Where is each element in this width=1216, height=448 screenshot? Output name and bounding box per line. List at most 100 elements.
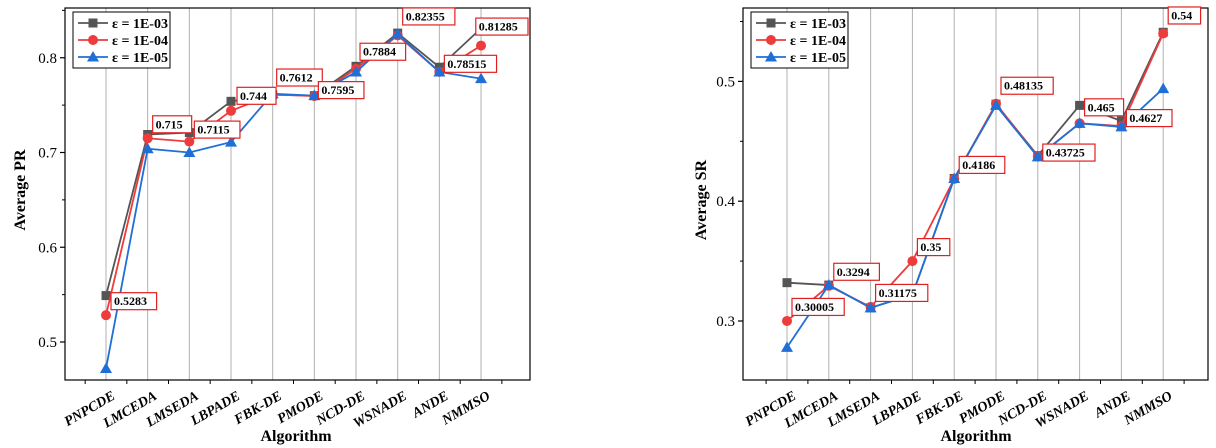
value-annotation: 0.54 [1171,8,1192,22]
value-annotation-box [359,42,407,61]
y-tick-label: 0.6 [38,240,57,256]
legend-marker [766,18,776,28]
legend-marker [88,35,98,45]
series-2-point [1158,28,1169,39]
value-annotation-box [475,17,529,36]
value-annotation: 0.48135 [1004,79,1043,93]
value-annotation-box [193,120,241,139]
value-annotation-box [276,68,323,87]
value-annotation: 0.7612 [280,71,313,85]
value-annotation-box [402,7,456,26]
value-annotation-box [110,292,158,311]
value-annotation: 0.31175 [879,286,917,300]
value-annotation-box [874,283,929,303]
legend: ε = 1E-03 ε = 1E-04 ε = 1E-05 [72,11,171,69]
y-tick-label: 0.5 [716,74,735,90]
value-annotation-box [317,81,365,100]
legend-marker [88,18,98,28]
plot-frame [64,7,531,381]
y-tick-label: 0.5 [38,335,57,351]
series-3-point [1115,120,1128,132]
series-1-point [226,96,236,106]
legend-marker [766,35,776,45]
series-3-point [350,65,363,77]
value-annotation: 0.3294 [837,265,870,279]
series-line-3 [786,87,1164,348]
y-tick-label: 0.7 [38,146,57,162]
value-annotation-box [1042,143,1096,162]
series-3-point [864,301,877,313]
series-2-point [226,105,237,116]
x-axis-title: Algorithm [940,428,1012,445]
chart-2: 0.30.40.5PNPCDELMCEDALMSEDALBPADEFBK-DEP… [693,6,1209,445]
value-annotation: 0.81285 [479,20,518,34]
legend-label: ε = 1E-04 [790,34,846,49]
value-annotation-box [152,115,193,134]
value-annotation-box [791,297,845,317]
y-tick-label: 0.3 [716,314,735,330]
value-annotation: 0.30005 [795,300,834,314]
chart-1: 0.50.60.70.8PNPCDELMCEDALMSEDALBPADEFBK-… [12,7,531,445]
legend-label: ε = 1E-05 [790,51,846,66]
series-2-point [142,133,153,144]
series-3-point [183,146,196,157]
value-annotation-box [1000,76,1054,95]
y-tick-label: 0.4 [716,194,735,210]
x-category-label: FBK-DE [913,389,967,429]
value-annotation-box [443,54,498,73]
value-annotation-box [1167,6,1202,25]
value-annotation-box [958,155,1006,175]
series-3-point [1031,150,1044,162]
series-3-point [391,28,404,39]
series-line-3 [105,32,482,369]
series-2-point [476,40,487,51]
value-annotation: 0.35 [920,240,941,254]
series-3-point [822,279,835,290]
value-annotation: 0.465 [1088,100,1115,114]
value-annotation-box [236,86,277,105]
series-2-point [184,136,195,147]
value-annotation: 0.744 [240,89,267,103]
series-2-point [907,256,918,267]
series-1-point [1075,100,1085,110]
legend-label: ε = 1E-05 [112,51,168,66]
series-2-point [782,315,792,326]
series-2-point [101,310,111,321]
x-category-label: FBK-DE [231,389,285,429]
series-3-point [1073,117,1086,128]
series-3-point [990,99,1002,110]
legend-marker [87,51,99,62]
value-annotation: 0.7595 [321,83,354,97]
series-3-point [141,142,154,154]
value-annotation: 0.4627 [1129,111,1162,125]
legend-marker [765,51,777,62]
series-3-point [308,89,321,101]
value-annotation: 0.43725 [1046,146,1085,160]
value-annotation: 0.78515 [447,57,486,71]
series-3-point [475,72,488,84]
value-annotation-box [916,238,951,257]
value-annotation: 0.82355 [406,9,445,23]
series-1-point [782,278,792,288]
series-3-point [1157,82,1170,94]
series-3-point [781,341,793,352]
y-tick-label: 0.8 [38,51,57,67]
value-annotation: 0.7115 [197,123,229,137]
legend: ε = 1E-03 ε = 1E-04 ε = 1E-05 [750,11,849,69]
value-annotation-box [833,262,880,281]
series-3-point [225,136,238,147]
series-3-point [948,172,961,183]
legend-label: ε = 1E-03 [112,17,168,32]
series-1-point [101,291,111,301]
series-3-point [100,362,112,374]
y-axis-title: Average PR [12,149,29,230]
y-axis-title: Average SR [693,159,710,240]
series-3-point [433,65,446,77]
legend-label: ε = 1E-04 [112,34,168,49]
x-axis-title: Algorithm [260,428,332,445]
value-annotation-box [1125,108,1173,128]
value-annotation: 0.7884 [363,45,396,59]
value-annotation: 0.715 [156,117,183,131]
value-annotation-box [1083,98,1125,117]
